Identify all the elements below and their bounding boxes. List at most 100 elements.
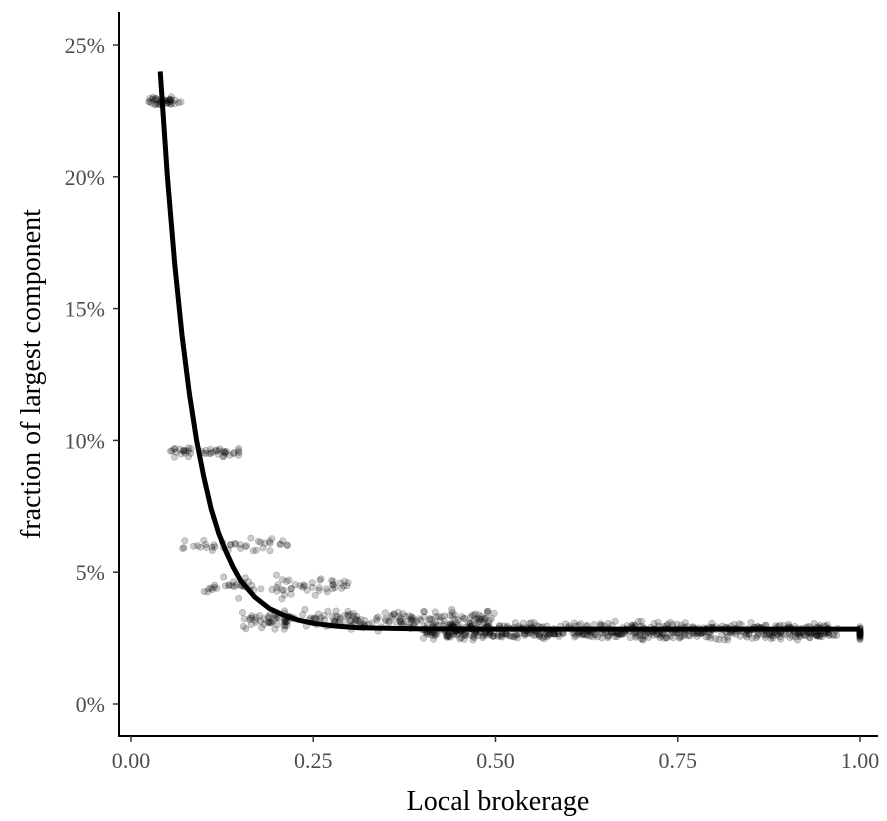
scatter-point — [278, 586, 286, 594]
scatter-point — [226, 451, 234, 459]
scatter-point — [252, 618, 260, 626]
scatter-point — [234, 447, 242, 455]
y-tick-label: 10% — [65, 428, 105, 453]
scatter-point — [743, 633, 751, 641]
scatter-point — [480, 614, 488, 622]
scatter-point — [200, 536, 208, 544]
scatter-point — [470, 634, 478, 642]
scatter-point — [299, 611, 307, 619]
scatter-point — [212, 447, 220, 455]
scatter-point — [165, 96, 173, 104]
scatter-point — [242, 543, 250, 551]
scatter-point — [239, 622, 247, 630]
scatter-point — [536, 631, 544, 639]
y-tick-label: 15% — [65, 297, 105, 322]
scatter-point — [152, 94, 160, 102]
scatter-point — [280, 625, 288, 633]
scatter-point — [428, 615, 436, 623]
scatter-point — [443, 632, 451, 640]
scatter-point — [745, 630, 753, 638]
scatter-point — [544, 631, 552, 639]
scatter-point — [452, 619, 460, 627]
scatter-point — [793, 636, 801, 644]
scatter-point — [251, 616, 259, 624]
scatter-point — [586, 632, 594, 640]
scatter-point — [570, 619, 578, 627]
scatter-point — [179, 447, 187, 455]
scatter-point — [718, 631, 726, 639]
scatter-point — [407, 614, 415, 622]
scatter-point — [785, 620, 793, 628]
scatter-point — [240, 615, 248, 623]
scatter-point — [426, 616, 434, 624]
scatter-point — [245, 578, 253, 586]
scatter-point — [396, 617, 404, 625]
scatter-point — [281, 622, 289, 630]
scatter-point — [177, 98, 185, 106]
scatter-point — [816, 633, 824, 641]
x-tick-label: 0.25 — [294, 748, 333, 773]
scatter-point — [271, 625, 279, 633]
scatter-point — [265, 537, 273, 545]
scatter-point — [489, 632, 497, 640]
scatter-point — [221, 448, 229, 456]
scatter-point — [181, 449, 189, 457]
scatter-point — [445, 632, 453, 640]
scatter-point — [372, 614, 380, 622]
scatter-point — [748, 634, 756, 642]
scatter-point — [399, 610, 407, 618]
scatter-point — [185, 444, 193, 452]
scatter-point — [678, 632, 686, 640]
scatter-point — [220, 573, 228, 581]
scatter-point — [220, 448, 228, 456]
scatter-point — [278, 595, 286, 603]
scatter-point — [328, 576, 336, 584]
scatter-point — [227, 541, 235, 549]
scatter-point — [278, 576, 286, 584]
scatter-point — [265, 618, 273, 626]
scatter-point — [781, 631, 789, 639]
scatter-point — [283, 541, 291, 549]
scatter-point — [235, 444, 243, 452]
scatter-point — [796, 633, 804, 641]
scatter-point — [856, 636, 864, 644]
scatter-point — [296, 582, 304, 590]
scatter-point — [407, 616, 415, 624]
scatter-point — [213, 584, 221, 592]
scatter-point — [426, 615, 434, 623]
scatter-point — [401, 612, 409, 620]
scatter-point — [639, 635, 647, 643]
scatter-point — [202, 446, 210, 454]
scatter-point — [768, 632, 776, 640]
scatter-point — [446, 633, 454, 641]
scatter-point — [220, 447, 228, 455]
scatter-point — [769, 634, 777, 642]
scatter-point — [477, 616, 485, 624]
scatter-point — [211, 543, 219, 551]
scatter-point — [315, 610, 323, 618]
scatter-point — [352, 615, 360, 623]
scatter-point — [271, 614, 279, 622]
scatter-point — [235, 451, 243, 459]
scatter-point — [583, 631, 591, 639]
x-tick-label: 1.00 — [841, 748, 880, 773]
scatter-point — [806, 634, 814, 642]
scatter-point — [207, 445, 215, 453]
scatter-point — [796, 631, 804, 639]
scatter-point — [570, 633, 578, 641]
scatter-point — [632, 633, 640, 641]
scatter-point — [856, 632, 864, 640]
scatter-point — [639, 636, 647, 644]
scatter-point — [407, 616, 415, 624]
scatter-point — [231, 539, 239, 547]
scatter-point — [276, 540, 284, 548]
scatter-point — [279, 537, 287, 545]
scatter-point — [202, 541, 210, 549]
scatter-point — [634, 617, 642, 625]
scatter-point — [252, 546, 260, 554]
scatter-point — [448, 612, 456, 620]
scatter-point — [632, 632, 640, 640]
scatter-point — [681, 619, 689, 627]
scatter-point — [511, 619, 519, 627]
scatter-point — [299, 581, 307, 589]
